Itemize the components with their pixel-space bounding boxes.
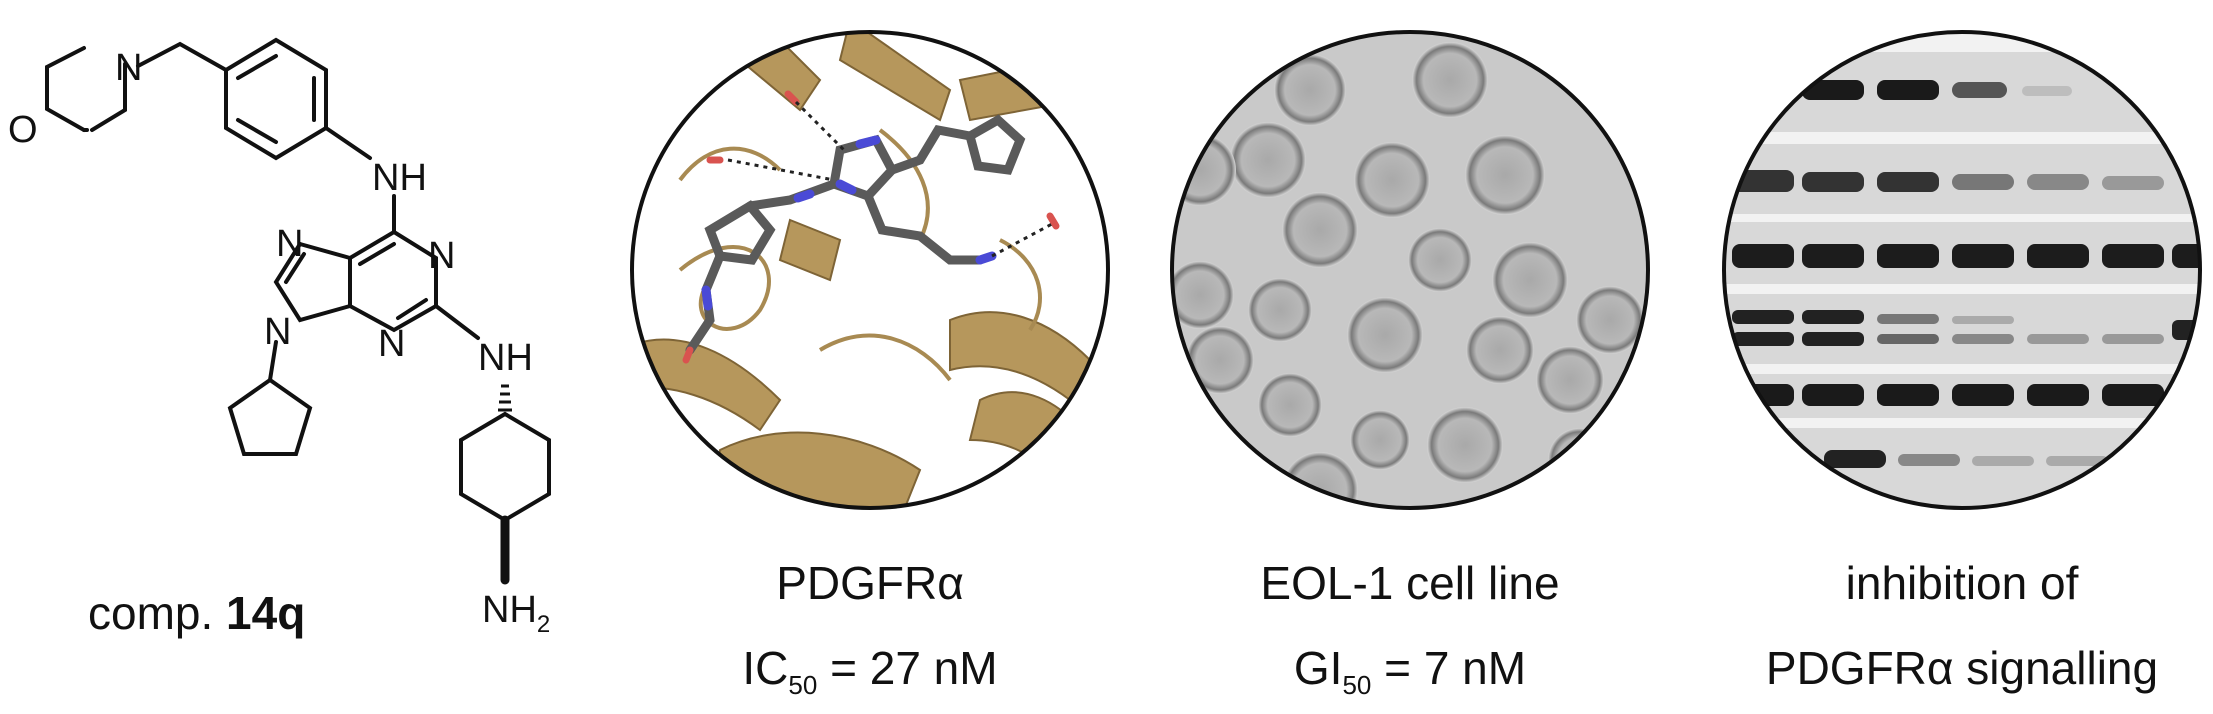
compound-label: comp. 14q: [88, 590, 305, 636]
compound-structure: O N NH N N N N NH NH2: [8, 37, 551, 638]
western-blot-image: [1722, 30, 2202, 510]
atom-nh2: NH2: [482, 589, 550, 638]
panel-3-caption-line2: PDGFRα signalling: [1712, 645, 2212, 691]
panel-1-caption-line1: PDGFRα: [776, 557, 964, 609]
panel-2-caption-line2: GI50 = 7 nM: [1160, 645, 1660, 698]
panel-1-value: = 27 nM: [817, 642, 998, 694]
panel-2-metric: GI: [1293, 642, 1343, 694]
panel-2-caption-line1: EOL-1 cell line: [1260, 557, 1560, 609]
panel-2-metric-sub: 50: [1342, 670, 1372, 701]
panel-2-value: = 7 nM: [1371, 642, 1527, 694]
atom-n-morpholine: N: [115, 47, 142, 89]
panel-1-metric: IC: [742, 642, 789, 694]
atom-n1: N: [428, 235, 455, 277]
compound-label-id: 14q: [226, 587, 306, 639]
atom-nh-right: NH: [478, 337, 533, 379]
panel-3-text: PDGFRα signalling: [1765, 642, 2159, 694]
protein-structure-image: [630, 30, 1110, 510]
panel-1-caption-line2: IC50 = 27 nM: [620, 645, 1120, 698]
atom-o: O: [8, 109, 38, 151]
atom-n7: N: [276, 223, 303, 265]
atom-n9: N: [264, 311, 291, 353]
panel-1-metric-sub: 50: [788, 670, 818, 701]
compound-label-prefix: comp.: [88, 587, 214, 639]
panel-3-caption-line1: inhibition of: [1845, 557, 2079, 609]
atom-nh-top: NH: [372, 157, 427, 199]
atom-n3: N: [378, 323, 405, 365]
cell-micrograph-image: [1170, 30, 1650, 510]
